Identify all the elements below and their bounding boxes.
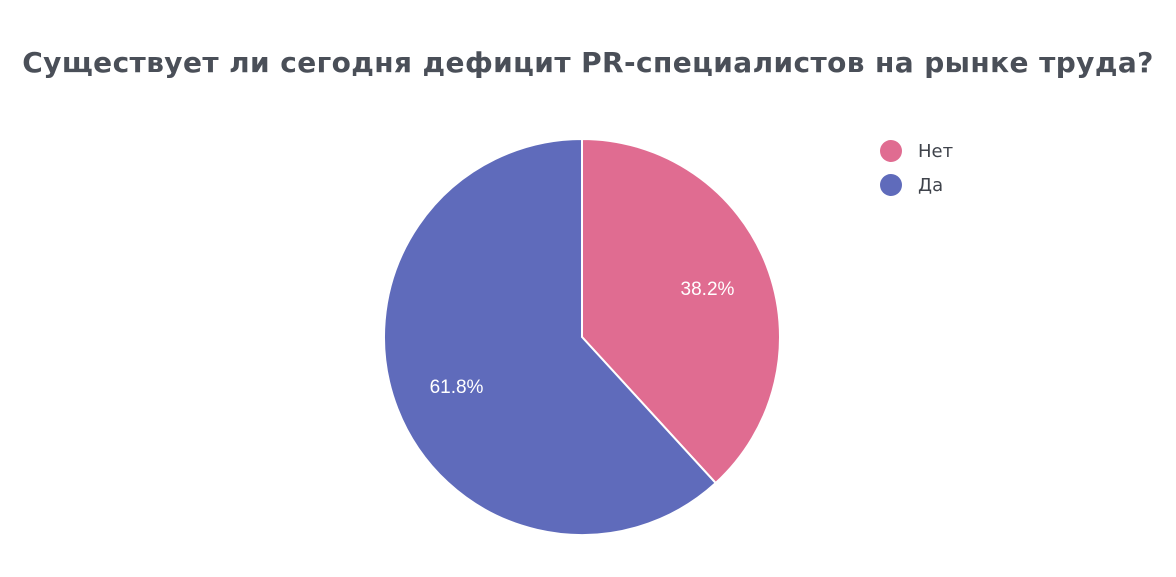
- slice-label-da: 61.8%: [430, 377, 484, 398]
- legend: Нет Да: [880, 134, 953, 202]
- slice-da[interactable]: [383, 137, 718, 536]
- slice-net[interactable]: [581, 137, 781, 485]
- chart-title: Существует ли сегодня дефицит PR-специал…: [22, 46, 1154, 79]
- legend-label-da: Да: [918, 174, 944, 196]
- legend-item-da[interactable]: Да: [880, 168, 953, 202]
- legend-swatch-da: [880, 174, 902, 196]
- legend-swatch-net: [880, 140, 902, 162]
- legend-item-net[interactable]: Нет: [880, 134, 953, 168]
- legend-label-net: Нет: [918, 140, 954, 162]
- slice-label-net: 38.2%: [681, 279, 735, 300]
